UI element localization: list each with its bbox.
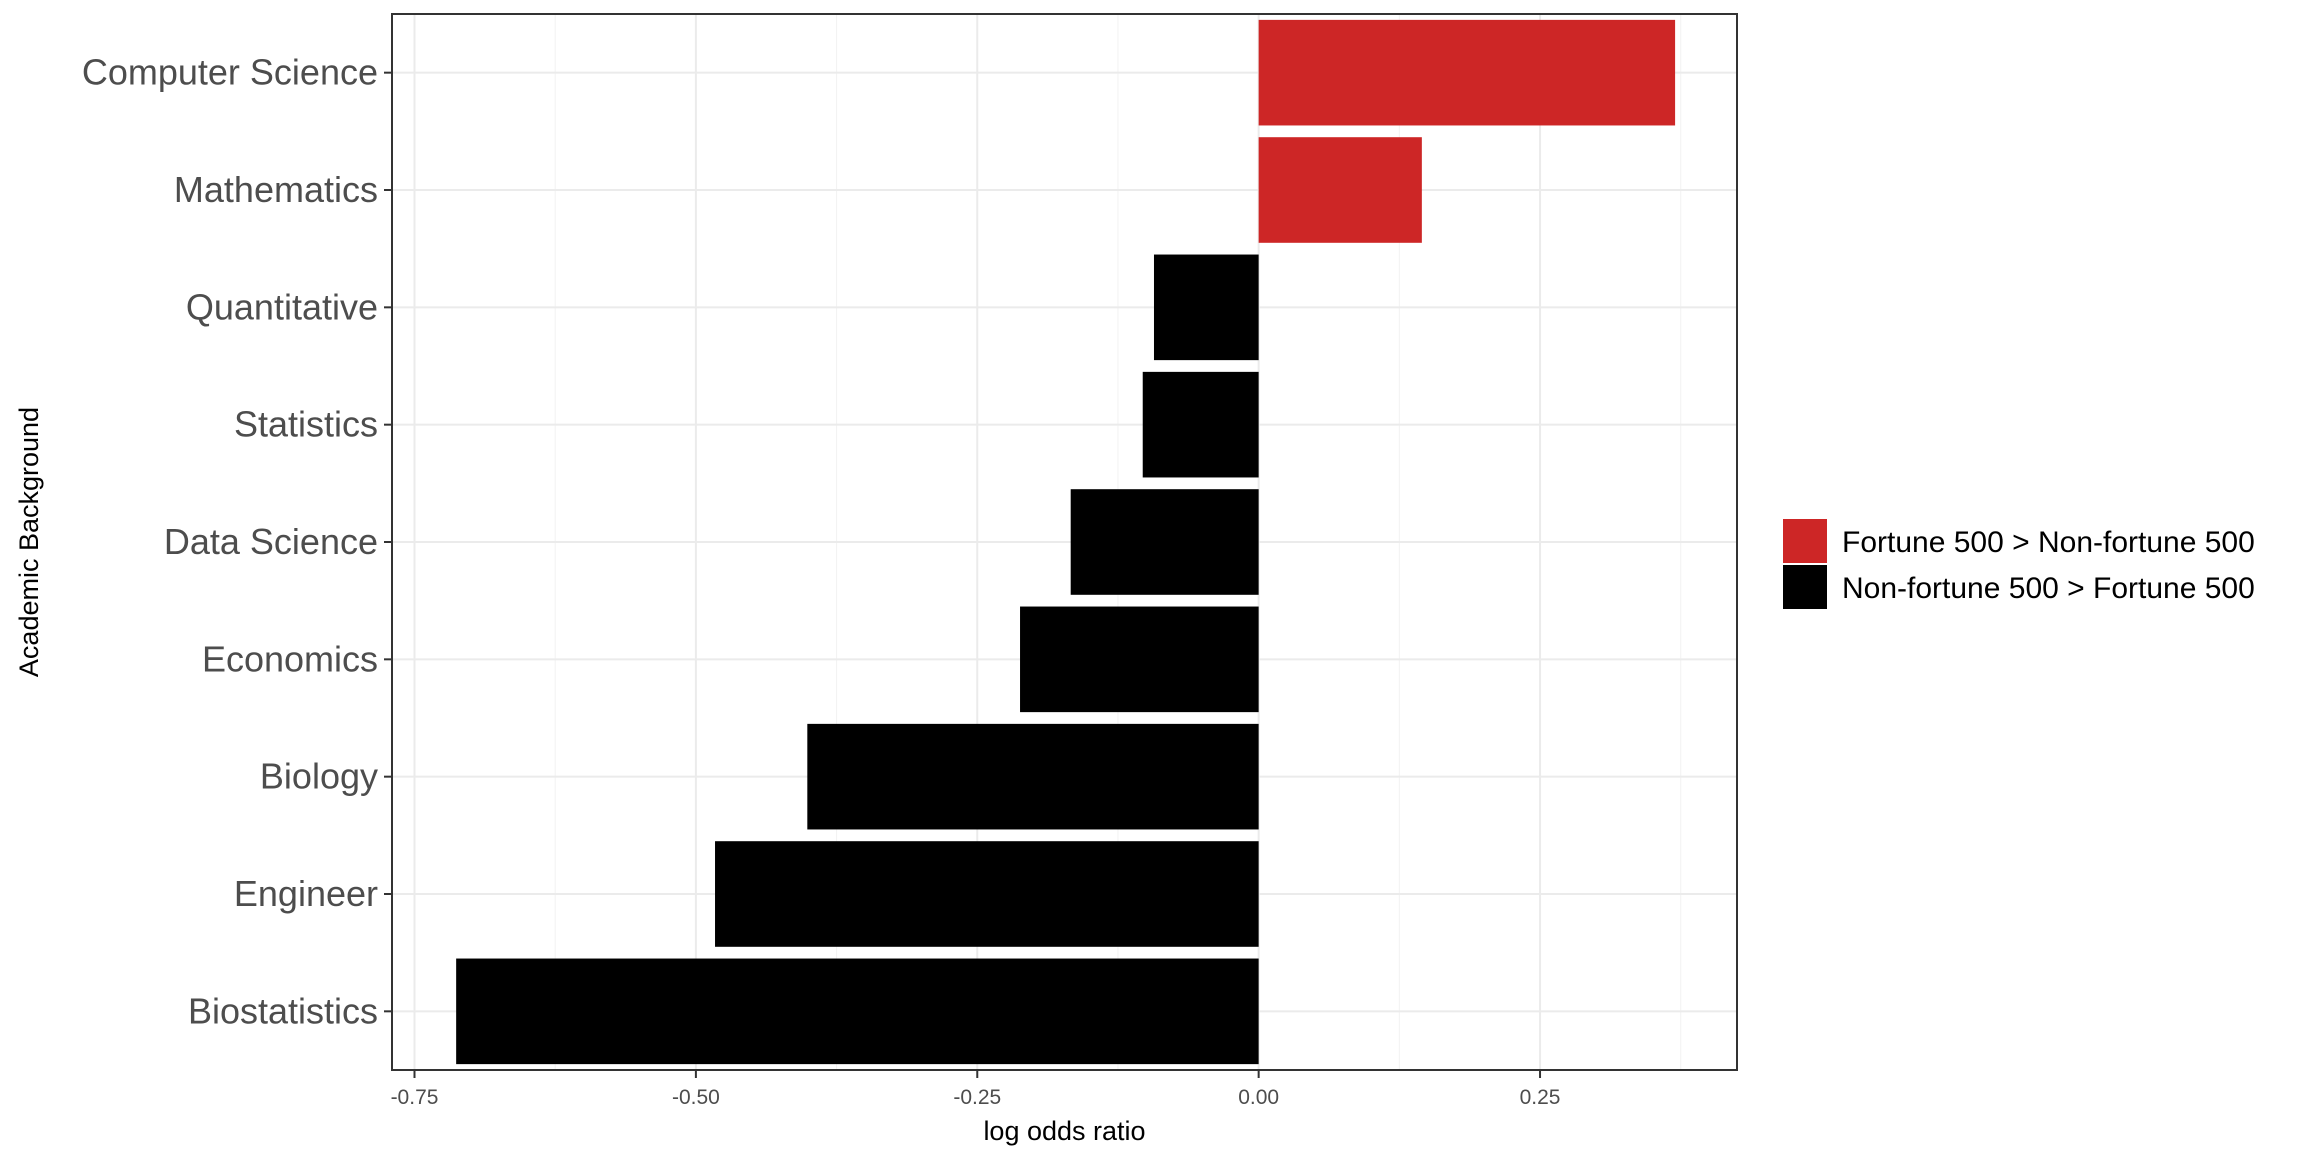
y-tick-label: Computer Science	[82, 52, 378, 93]
y-tick-label: Engineer	[234, 873, 378, 914]
bar-computer-science	[1258, 19, 1676, 126]
y-tick-label: Quantitative	[186, 286, 378, 327]
bars	[456, 19, 1676, 1065]
legend: Fortune 500 > Non-fortune 500 Non-fortune…	[1783, 519, 2255, 609]
x-axis: -0.75 -0.50 -0.25 0.00 0.25	[391, 1070, 1561, 1109]
y-tick-label: Economics	[202, 638, 378, 679]
legend-label: Fortune 500 > Non-fortune 500	[1842, 526, 2255, 559]
y-tick-label: Biology	[260, 756, 378, 797]
bar-quantitative	[1153, 254, 1259, 361]
bar-data-science	[1070, 489, 1259, 595]
bar-statistics	[1142, 371, 1259, 478]
x-tick-label: 0.25	[1520, 1086, 1561, 1109]
legend-label: Non-fortune 500 > Fortune 500	[1842, 572, 2255, 605]
bar-mathematics	[1258, 137, 1422, 243]
y-axis-title: Academic Background	[14, 407, 44, 677]
legend-key	[1783, 565, 1827, 609]
bar-engineer	[715, 841, 1259, 947]
legend-key	[1783, 519, 1827, 563]
y-tick-label: Biostatistics	[188, 990, 378, 1031]
y-axis: Computer Science Mathematics Quantitative S…	[82, 52, 392, 1031]
bar-economics	[1020, 606, 1259, 713]
x-tick-label: -0.50	[672, 1086, 720, 1109]
y-tick-label: Mathematics	[174, 169, 378, 210]
y-tick-label: Statistics	[234, 404, 378, 445]
x-tick-label: 0.00	[1238, 1086, 1279, 1109]
x-tick-label: -0.75	[391, 1086, 439, 1109]
bar-biology	[807, 723, 1259, 830]
y-tick-label: Data Science	[164, 521, 378, 562]
bar-biostatistics	[456, 958, 1259, 1065]
x-axis-title: log odds ratio	[983, 1116, 1145, 1146]
x-tick-label: -0.25	[953, 1086, 1001, 1109]
